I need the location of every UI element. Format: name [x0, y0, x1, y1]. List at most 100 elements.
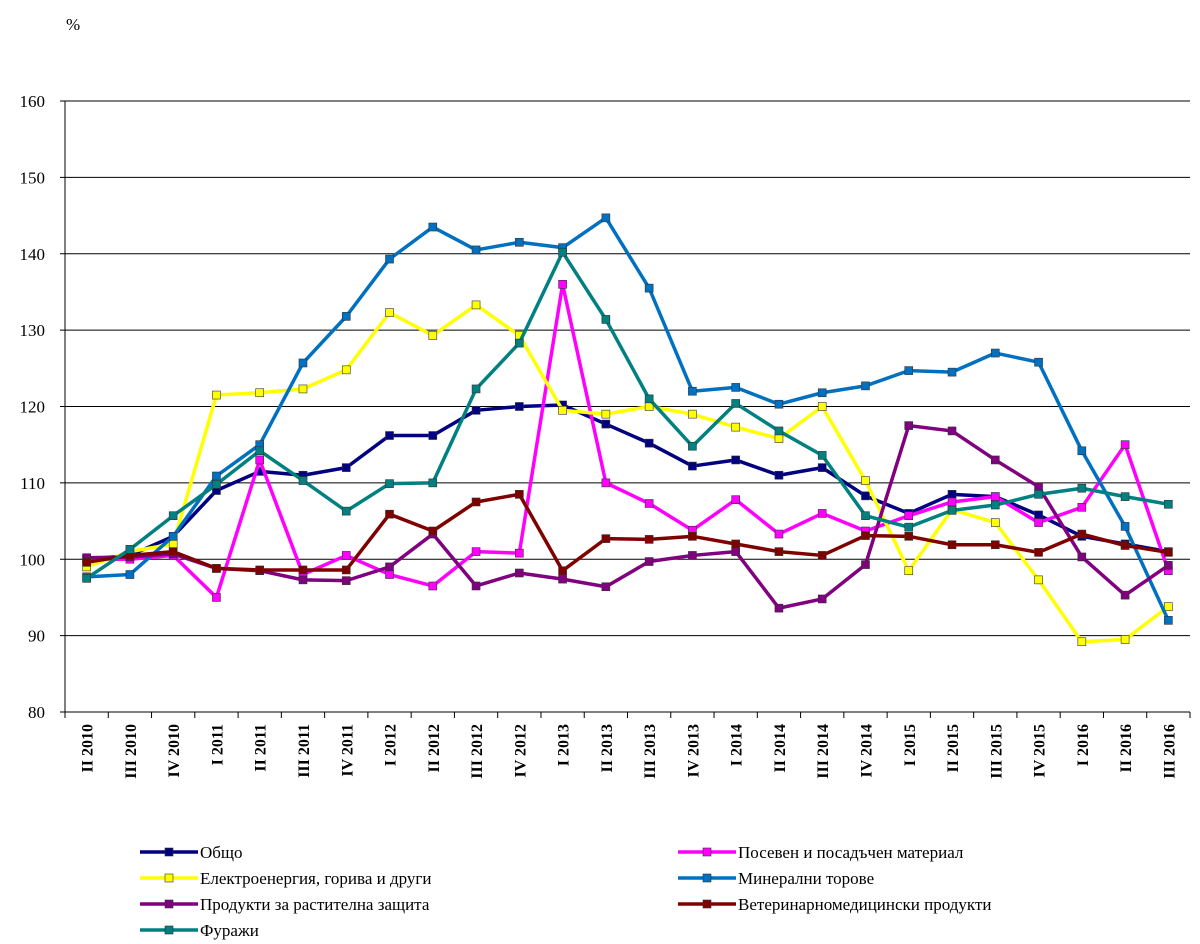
marker [1120, 440, 1130, 449]
marker [817, 388, 827, 398]
marker [1120, 522, 1130, 531]
marker [817, 451, 827, 460]
marker [385, 562, 394, 572]
marker [515, 490, 524, 499]
marker [947, 540, 957, 550]
marker [688, 461, 697, 471]
marker [1077, 529, 1087, 539]
legend-label: Посевен и посадъчен материал [738, 843, 964, 862]
x-tick-label: II 2010 [80, 724, 97, 772]
marker [168, 547, 178, 556]
y-tick-label: 150 [20, 168, 46, 187]
legend-label: Общо [200, 843, 243, 862]
marker [1077, 637, 1087, 647]
marker [861, 531, 870, 540]
marker [428, 431, 438, 440]
marker [558, 566, 567, 576]
x-tick-label: III 2014 [815, 724, 832, 779]
marker [601, 534, 611, 543]
legend-marker [702, 899, 712, 909]
y-tick-label: 80 [28, 703, 45, 722]
marker [644, 557, 654, 566]
marker [298, 476, 308, 485]
marker [990, 518, 1000, 527]
marker [731, 399, 740, 408]
marker [1034, 518, 1043, 527]
series-line [86, 282, 1171, 600]
marker [385, 570, 394, 579]
marker [428, 581, 438, 591]
marker [731, 547, 740, 556]
marker [861, 560, 870, 569]
marker [515, 568, 524, 578]
marker [731, 455, 740, 465]
series-line [85, 250, 1169, 580]
x-tick-label: III 2010 [123, 724, 140, 779]
x-tick-label: II 2016 [1118, 724, 1135, 772]
marker [471, 300, 481, 310]
y-tick-label: 160 [20, 92, 46, 111]
marker [1034, 548, 1043, 557]
marker [904, 522, 914, 532]
x-tick-label: III 2013 [642, 724, 659, 779]
legend-marker [164, 847, 174, 857]
marker [688, 386, 697, 396]
marker [341, 365, 351, 375]
x-tick-label: I 2013 [556, 724, 573, 766]
marker [515, 402, 524, 411]
marker [904, 511, 914, 521]
marker [644, 535, 654, 544]
marker [471, 406, 481, 415]
marker [341, 551, 351, 560]
x-tick-label: IV 2010 [166, 724, 183, 778]
marker [385, 479, 394, 488]
marker [515, 338, 524, 348]
marker [990, 492, 1000, 501]
marker [1034, 575, 1043, 585]
marker [1120, 590, 1130, 600]
marker [1077, 483, 1087, 493]
marker [385, 509, 394, 519]
legend-label: Фуражи [200, 921, 259, 940]
marker [990, 500, 1000, 510]
marker [947, 367, 957, 377]
marker [1077, 503, 1087, 512]
marker [861, 476, 870, 485]
marker [471, 384, 481, 394]
legend-label: Продукти за растителна защита [200, 895, 430, 914]
marker [125, 545, 135, 554]
marker [341, 576, 351, 585]
x-tick-label: II 2012 [426, 724, 443, 772]
y-tick-label: 120 [20, 398, 46, 417]
marker [774, 434, 784, 443]
marker [1034, 357, 1043, 367]
marker [298, 384, 308, 394]
marker [947, 506, 957, 515]
marker [731, 495, 740, 504]
legend-marker [164, 925, 174, 935]
marker [428, 526, 438, 536]
x-tick-label: II 2013 [599, 724, 616, 772]
marker [471, 581, 481, 591]
marker [428, 478, 438, 488]
marker [385, 254, 394, 264]
x-tick-label: IV 2011 [339, 724, 356, 777]
marker [1120, 492, 1130, 501]
marker [990, 455, 1000, 465]
marker [1120, 635, 1130, 644]
legend-label: Електроенергия, горива и други [200, 869, 431, 888]
marker [1034, 490, 1043, 499]
x-tick-label: III 2012 [469, 724, 486, 779]
marker [341, 565, 351, 575]
marker [601, 409, 611, 419]
y-axis-label: % [66, 15, 80, 34]
marker [774, 529, 784, 539]
marker [601, 213, 611, 223]
marker [212, 480, 221, 489]
marker [861, 381, 870, 391]
marker [125, 570, 135, 579]
marker [341, 463, 351, 472]
marker [1034, 510, 1043, 520]
marker [990, 348, 1000, 358]
